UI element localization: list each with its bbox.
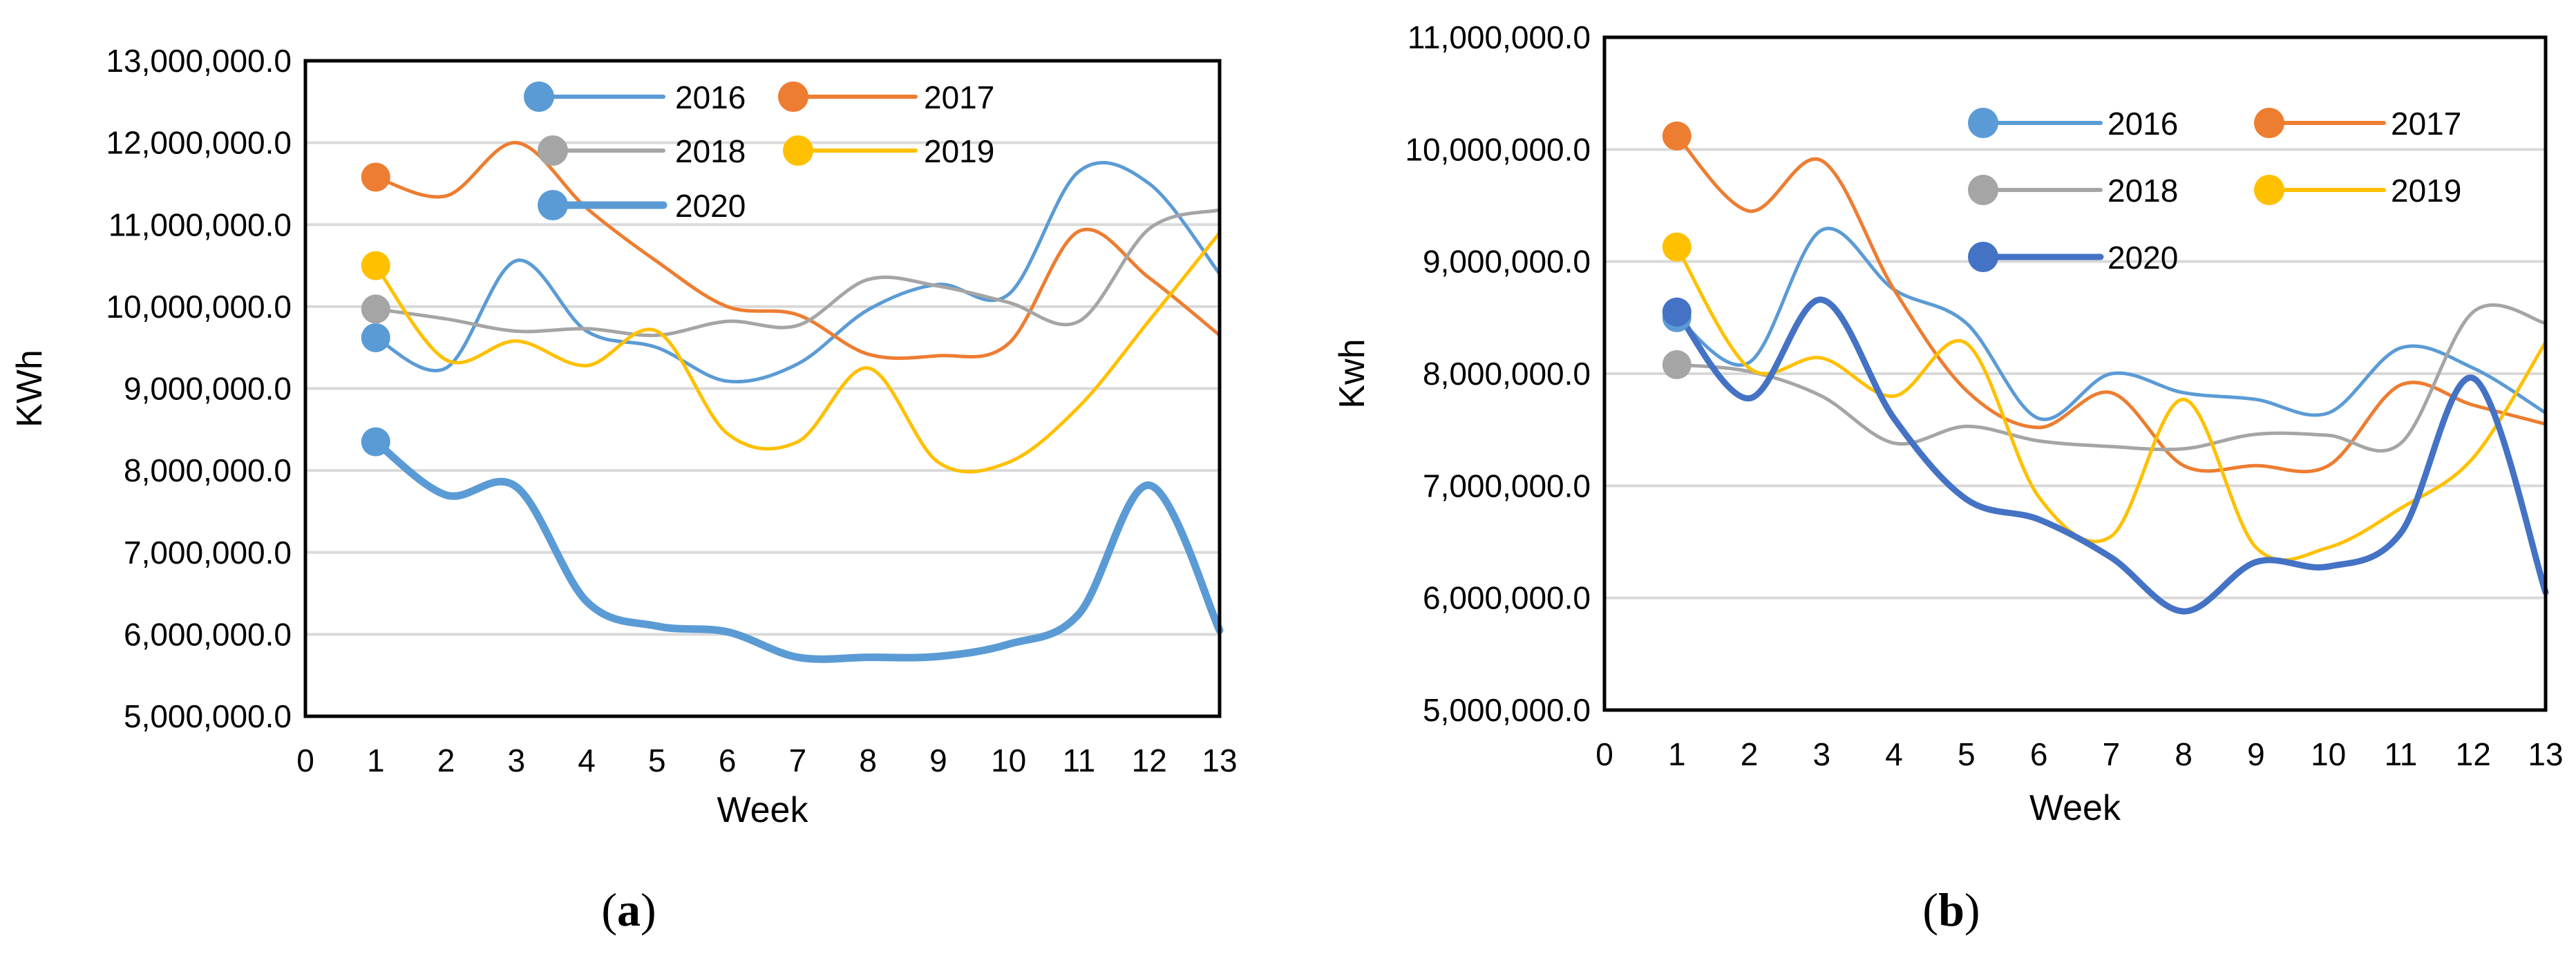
legend-marker-2018 [1968,175,1998,205]
x-tick-label: 5 [1958,736,1976,772]
y-tick-label: 8,000,000.0 [1423,356,1591,392]
legend-label-2019: 2019 [924,133,994,169]
legend-label-2020: 2020 [2108,240,2178,276]
x-tick-label: 5 [648,743,666,778]
legend-marker-2019 [783,135,813,166]
x-tick-label: 12 [1132,743,1167,778]
legend-marker-2020 [1968,242,1998,272]
x-tick-label: 3 [508,743,526,778]
y-tick-label: 6,000,000.0 [1423,580,1591,616]
y-axis-title: KWh [10,350,50,428]
series-line-2017 [1675,134,2548,474]
x-tick-label: 10 [991,743,1026,778]
legend-label-2018: 2018 [675,133,746,169]
series-line-2020 [1674,296,2549,615]
x-tick-label: 4 [578,743,596,778]
y-tick-label: 8,000,000.0 [124,452,292,488]
series-line-2020 [372,438,1224,663]
chart-panel-b: 5,000,000.0 6,000,000.0 7,000,000.0 8,000,0… [1288,0,2576,967]
y-tick-label: 5,000,000.0 [124,698,292,734]
legend-label-2019: 2019 [2391,173,2461,209]
legend-marker-2016 [524,82,554,112]
x-tick-label: 9 [929,743,947,778]
plot-area-border [1602,35,2548,712]
legend-label-2017: 2017 [2391,106,2461,142]
y-tick-label: 9,000,000.0 [1423,244,1591,280]
x-axis-title: Week [717,790,809,830]
legend-label-2020: 2020 [675,188,746,224]
y-tick-label: 13,000,000.0 [106,43,292,79]
line-chart-a: 5,000,000.0 6,000,000.0 7,000,000.0 8,000,0… [10,43,1238,830]
legend-label-2016: 2016 [2108,106,2178,142]
y-tick-label: 7,000,000.0 [1423,468,1591,504]
series-line-2018 [374,208,1222,338]
line-chart-b: 5,000,000.0 6,000,000.0 7,000,000.0 8,000,0… [1332,19,2564,828]
start-marker-2018 [361,294,390,324]
series-line-2018 [1675,303,2548,453]
subfigure-label-a: (a) [601,883,656,936]
x-tick-label: 13 [1202,743,1237,778]
y-tick-label: 9,000,000.0 [124,371,292,407]
series-line-2016 [1675,227,2548,421]
series-line-2019 [374,231,1222,474]
chart-panel-a: 5,000,000.0 6,000,000.0 7,000,000.0 8,000,0… [10,43,1238,936]
x-tick-label: 7 [789,743,807,778]
plot-area-border [303,59,1222,718]
x-tick-label: 1 [367,743,385,778]
legend-marker-2016 [1968,108,1998,138]
x-tick-label: 9 [2247,736,2265,772]
x-tick-label: 13 [2528,736,2563,772]
y-tick-label: 5,000,000.0 [1423,692,1591,728]
x-tick-label: 2 [437,743,455,778]
y-tick-label: 11,000,000.0 [1408,19,1591,55]
x-tick-label: 7 [2103,736,2121,772]
x-tick-label: 0 [296,743,314,778]
legend-marker-2017 [2254,108,2284,138]
x-tick-label: 8 [859,743,877,778]
y-tick-label: 11,000,000.0 [108,207,292,242]
legend-marker-2018 [538,135,568,166]
x-tick-label: 3 [1813,736,1831,772]
x-axis-title: Week [2029,788,2121,828]
y-tick-label: 6,000,000.0 [124,616,292,652]
legend-marker-2019 [2254,175,2284,205]
y-tick-label: 7,000,000.0 [124,535,292,571]
start-marker-2020 [1662,297,1692,327]
start-marker-2017 [361,162,390,192]
series-line-2019 [1675,245,2548,562]
start-marker-2019 [361,251,390,280]
y-tick-label: 12,000,000.0 [106,125,292,161]
x-tick-label: 2 [1741,736,1759,772]
y-axis-title: Kwh [1332,338,1372,408]
x-tick-label: 8 [2175,736,2193,772]
x-tick-label: 10 [2311,736,2346,772]
start-marker-2020 [361,427,390,457]
y-tick-label: 10,000,000.0 [1405,131,1591,167]
x-tick-label: 12 [2456,736,2491,772]
x-tick-label: 4 [1885,736,1903,772]
series-line-2017 [374,141,1222,361]
x-tick-label: 6 [719,743,737,778]
start-marker-2019 [1662,232,1692,262]
start-marker-2017 [1662,121,1692,151]
start-marker-2016 [361,323,390,352]
x-tick-label: 11 [2385,736,2418,772]
x-tick-label: 1 [1668,736,1686,772]
start-marker-2018 [1662,350,1692,380]
legend-label-2017: 2017 [924,79,994,115]
subfigure-label-b: (b) [1922,883,1980,936]
x-tick-label: 0 [1595,736,1613,772]
legend-label-2016: 2016 [675,79,746,115]
legend-marker-2017 [778,82,808,112]
x-tick-label: 11 [1063,743,1096,778]
legend-label-2018: 2018 [2108,173,2178,209]
series-line-2016 [374,160,1222,384]
x-tick-label: 6 [2030,736,2048,772]
legend-marker-2020 [538,190,568,220]
y-tick-label: 10,000,000.0 [106,289,292,325]
